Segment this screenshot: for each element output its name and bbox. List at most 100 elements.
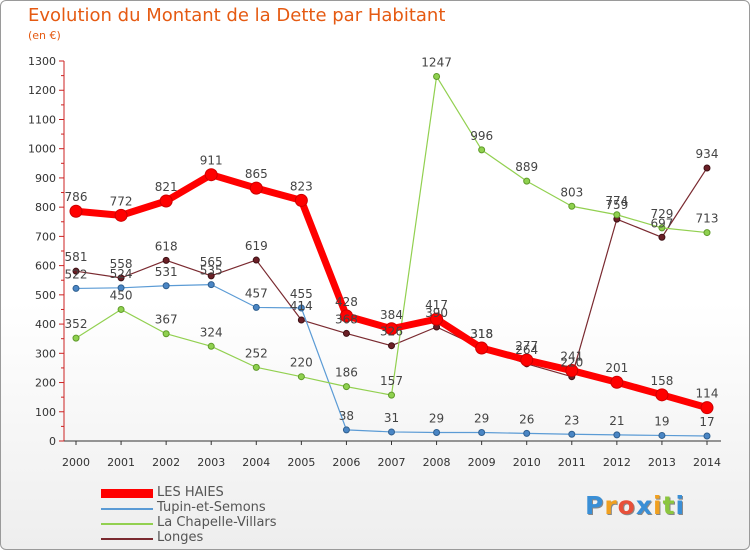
x-tick-label: 2011 [558,456,586,469]
data-point-tupin-et-semons [523,429,531,437]
data-label-les-haies: 384 [380,308,403,322]
data-label-tupin-et-semons: 17 [699,415,714,429]
data-point-les-haies [520,353,534,367]
data-label-tupin-et-semons: 457 [245,286,268,300]
data-label-tupin-et-semons: 531 [155,265,178,279]
legend-swatch-les-haies [101,489,153,498]
y-tick-label: 1000 [28,143,56,156]
data-point-tupin-et-semons [478,429,486,437]
data-label-la-chapelle-villars: 729 [650,207,673,221]
data-point-la-chapelle-villars [297,373,305,381]
data-label-tupin-et-semons: 21 [609,414,624,428]
data-label-longes: 220 [560,356,583,370]
data-label-longes: 759 [605,198,628,212]
data-point-tupin-et-semons [613,431,621,439]
data-label-longes: 318 [470,327,493,341]
data-label-longes: 581 [65,250,88,264]
y-tick-label: 400 [35,318,56,331]
data-label-les-haies: 114 [696,387,719,401]
data-point-tupin-et-semons [658,431,666,439]
legend-label-longes: Longes [157,530,204,545]
x-tick-label: 2012 [603,456,631,469]
data-point-les-haies [159,194,173,208]
x-tick-label: 2004 [242,456,270,469]
data-label-tupin-et-semons: 29 [474,412,489,426]
data-point-longes [162,256,170,264]
logo-letter: P [585,491,605,520]
data-point-longes [388,342,395,350]
data-point-la-chapelle-villars [478,146,486,154]
data-label-tupin-et-semons: 31 [384,411,399,425]
legend-label-tupin-et-semons: Tupin-et-Semons [157,500,266,515]
data-label-tupin-et-semons: 23 [564,413,579,427]
legend-swatch-tupin-et-semons [101,508,153,510]
data-point-tupin-et-semons [433,429,441,437]
chart-title: Evolution du Montant de la Dette par Hab… [28,5,446,26]
data-point-les-haies [610,375,624,389]
data-point-longes [342,329,350,337]
data-point-les-haies [655,388,669,402]
data-label-la-chapelle-villars: 803 [560,185,583,199]
data-point-tupin-et-semons [703,432,711,440]
data-label-les-haies: 911 [200,154,223,168]
data-label-longes: 697 [650,216,673,230]
x-tick-label: 2006 [332,456,360,469]
x-tick-label: 2013 [648,456,676,469]
logo-letter: i [653,491,663,520]
data-point-longes [72,267,80,275]
x-tick-label: 2009 [468,456,496,469]
logo-letter: o [617,491,636,520]
data-point-tupin-et-semons [297,304,305,312]
data-point-tupin-et-semons [72,284,80,292]
y-tick-label: 1300 [28,55,56,68]
proxiti-logo: Proxiti [585,491,685,520]
y-tick-label: 0 [49,435,56,448]
data-label-les-haies: 241 [560,350,583,364]
data-point-tupin-et-semons [388,428,395,436]
data-label-les-haies: 865 [245,167,268,181]
data-label-tupin-et-semons: 455 [290,287,313,301]
logo-letter: i [675,491,686,520]
data-point-tupin-et-semons [207,281,215,289]
data-label-les-haies: 428 [335,295,358,309]
data-point-tupin-et-semons [117,284,125,292]
data-point-la-chapelle-villars [162,330,170,338]
data-point-tupin-et-semons [252,303,260,311]
legend-item-tupin-et-semons: Tupin-et-Semons [101,500,361,516]
data-label-les-haies: 277 [515,339,538,353]
data-point-les-haies [204,168,218,182]
data-point-longes [297,316,305,324]
legend-item-longes: Longes [101,530,361,546]
data-label-longes: 414 [290,299,313,313]
data-point-la-chapelle-villars [433,72,441,80]
x-tick-label: 2000 [62,456,90,469]
data-point-les-haies [294,193,308,207]
data-label-longes: 565 [200,255,223,269]
y-tick-label: 500 [35,289,56,302]
data-label-les-haies: 201 [605,361,628,375]
legend-item-la-chapelle-villars: La Chapelle-Villars [101,515,361,531]
data-point-la-chapelle-villars [703,229,711,237]
legend-label-la-chapelle-villars: La Chapelle-Villars [157,515,277,530]
data-label-longes: 326 [380,325,403,339]
data-label-la-chapelle-villars: 186 [335,366,358,380]
legend-label-les-haies: LES HAIES [157,485,224,500]
x-tick-label: 2001 [107,456,135,469]
data-point-les-haies [114,208,128,222]
y-tick-label: 300 [35,347,56,360]
data-label-la-chapelle-villars: 367 [155,313,178,327]
chart-subtitle: (en €) [28,29,61,42]
data-label-tupin-et-semons: 535 [200,264,223,278]
x-tick-label: 2002 [152,456,180,469]
data-point-la-chapelle-villars [568,202,576,210]
data-label-tupin-et-semons: 19 [654,414,669,428]
data-label-la-chapelle-villars: 713 [696,212,719,226]
x-tick-label: 2010 [513,456,541,469]
data-point-les-haies [339,309,353,323]
data-point-la-chapelle-villars [207,342,215,350]
y-tick-label: 900 [35,172,56,185]
data-label-les-haies: 417 [425,298,448,312]
data-point-la-chapelle-villars [613,211,621,219]
data-label-la-chapelle-villars: 450 [110,288,133,302]
